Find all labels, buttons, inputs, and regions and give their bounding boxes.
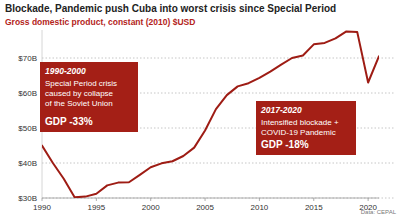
title: Blockade, Pandemic push Cuba into worst … (5, 3, 336, 14)
x-tick-label: 1990 (33, 203, 51, 212)
x-tick-label: 2005 (196, 203, 214, 212)
grid-line (42, 198, 394, 199)
x-tick (259, 198, 260, 201)
annotation-period: 1990-2000 (45, 66, 86, 76)
annotation-text: of the Soviet Union (45, 99, 113, 108)
y-tick-label: $70B (18, 54, 37, 63)
y-tick-label: $50B (18, 124, 37, 133)
y-tick-label: $60B (18, 89, 37, 98)
x-axis-line (42, 198, 379, 199)
y-tick-label: $30B (18, 194, 37, 203)
x-axis: 1990199520002005201020152020 (33, 198, 379, 212)
x-tick-label: 1995 (87, 203, 105, 212)
x-tick-label: 2015 (305, 203, 323, 212)
annotation-box (256, 101, 356, 155)
x-tick (368, 198, 369, 201)
grid-line (42, 163, 394, 164)
annotation-text: caused by collapse (45, 89, 114, 98)
x-tick (205, 198, 206, 201)
x-tick (150, 198, 151, 201)
annotation-stat: GDP -33% (45, 116, 93, 127)
chart: Blockade, Pandemic push Cuba into worst … (0, 0, 400, 216)
annotation-box (40, 62, 138, 132)
subtitle: Gross domestic product, constant (2010) … (5, 17, 195, 27)
annotations: 1990-2000 Special Period crisiscaused by … (40, 62, 356, 155)
x-tick-label: 2000 (142, 203, 160, 212)
x-tick (96, 198, 97, 201)
source: Data: CEPAL (361, 209, 397, 215)
y-tick-label: $40B (18, 159, 37, 168)
annotation-text: COVID-19 Pandemic (261, 128, 336, 137)
annotation-text: Special Period crisis (45, 79, 117, 88)
y-axis: $30B $40B $50B $60B $70B (18, 30, 394, 203)
x-tick (313, 198, 314, 201)
annotation-period: 2017-2020 (260, 105, 302, 115)
annotation-stat: GDP -18% (261, 139, 309, 150)
grid-line (42, 58, 394, 59)
annotation-text: Intensified blockade + (261, 118, 339, 127)
x-tick (42, 198, 43, 201)
x-tick-label: 2010 (251, 203, 269, 212)
